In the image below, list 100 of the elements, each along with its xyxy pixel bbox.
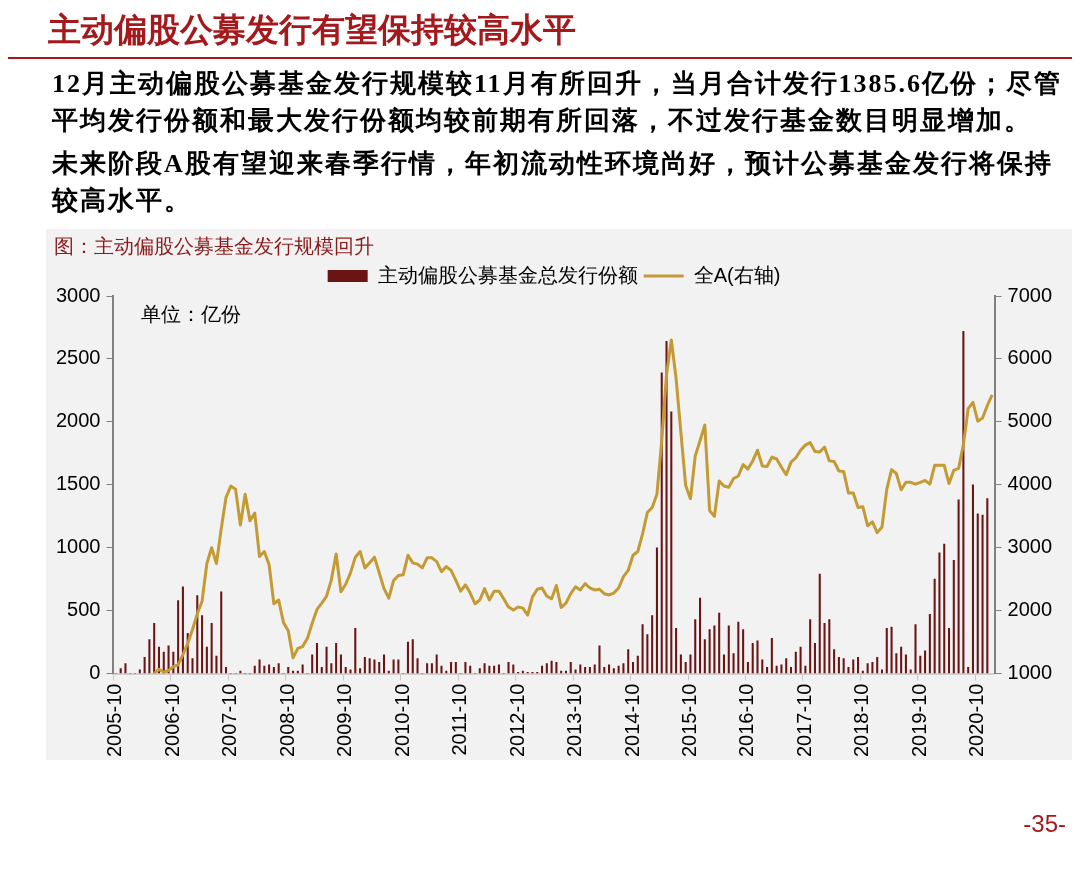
bar	[818, 573, 821, 674]
bar	[794, 651, 797, 674]
bar	[665, 340, 668, 674]
bar	[382, 654, 386, 674]
bar	[746, 661, 749, 674]
bar	[742, 629, 745, 674]
bar	[550, 660, 553, 674]
bar	[363, 656, 366, 674]
bar	[766, 666, 769, 674]
bar	[450, 661, 453, 674]
bar	[976, 513, 979, 674]
bar	[789, 666, 793, 674]
bar	[699, 597, 702, 674]
bar	[335, 643, 338, 674]
bar	[694, 619, 697, 674]
bar	[205, 646, 208, 674]
bar	[368, 658, 371, 674]
bar	[636, 655, 639, 674]
x-tick-label: 2007-10	[218, 683, 241, 758]
bar	[852, 659, 855, 674]
bar	[631, 661, 635, 674]
bar	[713, 625, 716, 674]
y2-tick-label: 7000	[1007, 283, 1053, 306]
bar	[349, 669, 352, 674]
bar	[201, 615, 204, 674]
bar	[866, 663, 869, 674]
bar	[646, 634, 649, 674]
bar	[143, 656, 146, 674]
bar	[373, 659, 376, 674]
bar	[483, 663, 486, 674]
bar	[823, 622, 826, 674]
bar	[895, 653, 898, 674]
bar	[708, 629, 711, 674]
bar	[622, 663, 625, 674]
y2-tick-label: 4000	[1007, 472, 1053, 495]
bar	[933, 578, 936, 674]
bar	[397, 659, 400, 674]
bar	[574, 669, 577, 674]
y-tick-label: 500	[67, 598, 101, 621]
bar	[430, 663, 433, 674]
text: 12月主动偏股公募基金发行规模较11月有所回升，当月合计发行1385.6亿份；尽管平均发行份额和最大发行份额均较前期有所回落，不过发行基金数目明显增加。	[52, 68, 1064, 137]
bar	[426, 663, 429, 674]
bar	[785, 658, 788, 674]
bar	[268, 664, 271, 674]
bar	[545, 663, 548, 674]
y-tick-label: 1000	[55, 535, 101, 558]
bar	[770, 638, 773, 674]
bar	[612, 668, 615, 674]
bar	[675, 627, 678, 674]
bar	[301, 664, 304, 674]
bar	[588, 666, 591, 674]
legend-label: 全A(右轴)	[693, 263, 781, 286]
bar	[627, 649, 630, 674]
y-tick-label: 1500	[55, 472, 101, 495]
bar	[900, 646, 903, 674]
bar	[651, 615, 654, 674]
bar	[148, 639, 151, 674]
bar	[880, 669, 884, 674]
bar	[315, 643, 319, 674]
y2-tick-label: 2000	[1007, 598, 1053, 621]
y-tick-label: 3000	[55, 283, 101, 306]
bar	[435, 654, 438, 674]
bar	[507, 661, 510, 674]
x-tick-label: 2016-10	[735, 683, 758, 758]
bar	[909, 669, 912, 674]
bar	[871, 661, 874, 674]
bar	[684, 661, 687, 674]
bar	[737, 621, 740, 674]
bar	[210, 622, 213, 674]
y2-tick-label: 5000	[1007, 409, 1053, 432]
bar	[727, 625, 730, 674]
bar	[359, 668, 362, 674]
bar	[215, 655, 218, 674]
bar	[555, 661, 558, 674]
bar	[780, 664, 783, 674]
y-tick-label: 2000	[55, 409, 101, 432]
text: -35-	[1022, 810, 1067, 838]
y2-tick-label: 3000	[1007, 535, 1053, 558]
bar	[952, 559, 955, 674]
y2-tick-label: 6000	[1007, 346, 1053, 369]
bar	[962, 330, 965, 674]
bar	[191, 658, 194, 674]
bar	[339, 654, 342, 674]
bar	[325, 646, 328, 674]
x-tick-label: 2010-10	[390, 683, 413, 758]
x-tick-label: 2005-10	[103, 683, 126, 758]
annotation: 单位：亿份	[141, 303, 242, 326]
bar	[272, 666, 275, 674]
bar	[876, 656, 879, 674]
bar	[732, 653, 735, 674]
bar	[138, 669, 141, 674]
y-tick-label: 0	[89, 661, 101, 684]
bar	[411, 639, 414, 674]
bar	[220, 591, 223, 674]
bar	[258, 659, 261, 674]
bar	[416, 658, 419, 674]
bar	[842, 658, 845, 674]
bar	[722, 654, 726, 674]
bar	[344, 666, 347, 674]
bar	[569, 661, 572, 674]
